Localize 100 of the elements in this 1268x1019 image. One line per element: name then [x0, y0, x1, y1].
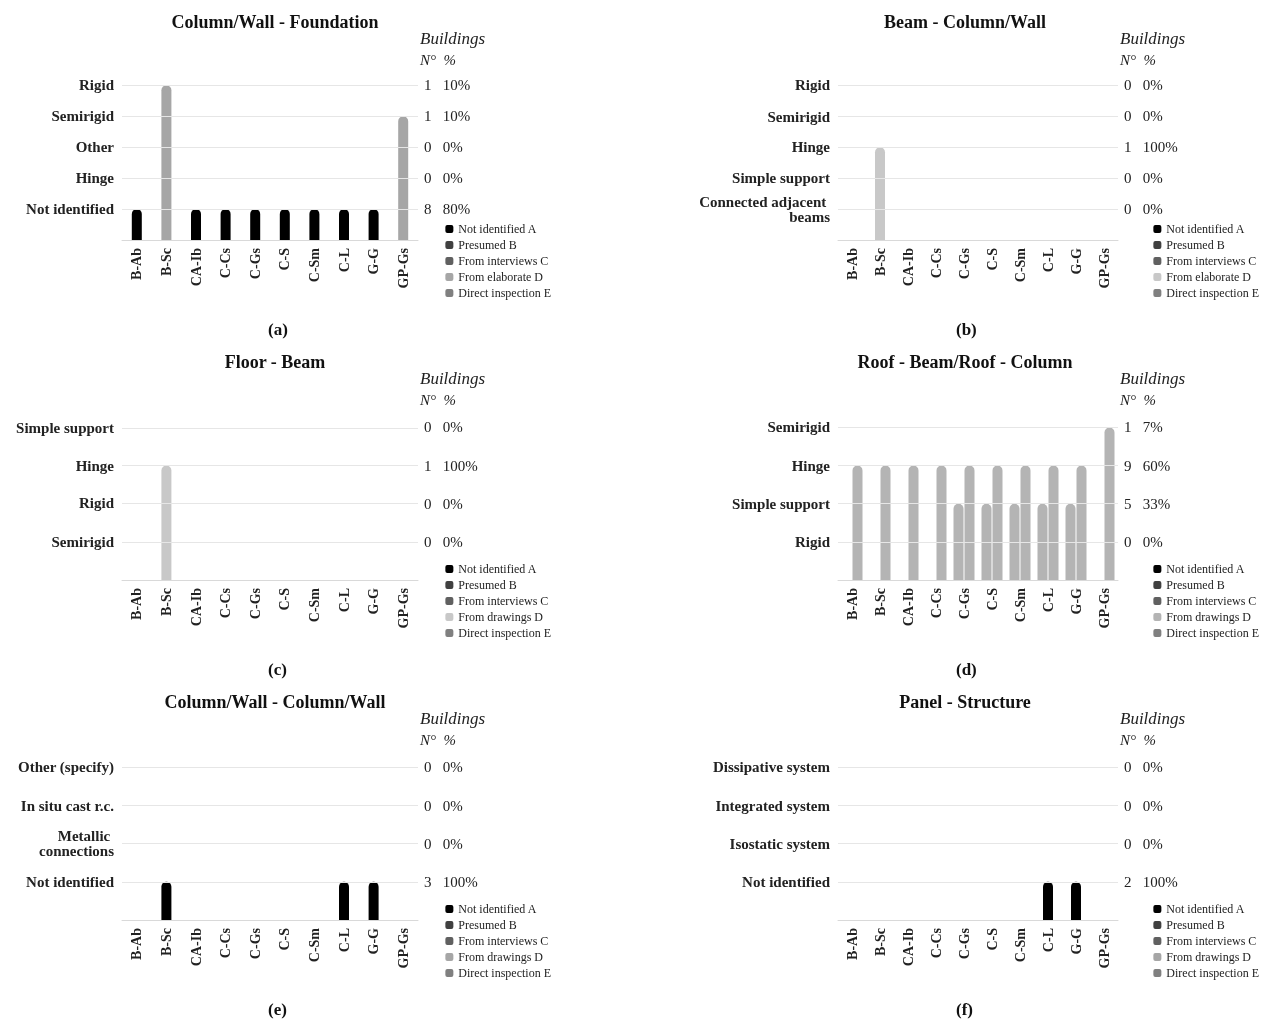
legend-label: From interviews C [1166, 594, 1257, 608]
x-tick-label: B-Ab [844, 927, 860, 960]
x-tick-label: GP-Gs [395, 247, 411, 289]
ref-line-label: Semirigid [767, 419, 831, 436]
ref-line-label: Rigid [78, 77, 115, 94]
legend-label: Not identified A [1166, 902, 1245, 916]
x-tick-label: CA-Ib [900, 587, 916, 627]
ref-line-label: Rigid [78, 495, 115, 512]
legend-label: Not identified A [458, 562, 537, 576]
text: 0 0% [1124, 533, 1163, 550]
text: 8 80% [424, 201, 471, 218]
x-tick-label: C-L [1040, 248, 1056, 273]
text: 0 0% [424, 533, 463, 550]
text: (e) [268, 1000, 287, 1019]
x-tick-label: C-Sm [1012, 247, 1028, 283]
x-tick-label: B-Ab [129, 587, 145, 620]
x-tick-label: CA-Ib [188, 927, 204, 967]
legend-label: Direct inspection E [458, 966, 551, 980]
text: 1 100% [424, 457, 478, 474]
legend-label: Direct inspection E [1166, 626, 1259, 640]
x-tick-label: CA-Ib [188, 587, 204, 627]
x-tick-label: C-L [1040, 928, 1056, 953]
text: 0 0% [424, 759, 463, 776]
legend-label: Presumed B [1166, 918, 1225, 932]
x-tick-label: GP-Gs [395, 587, 411, 629]
ref-line-label: Rigid [794, 76, 831, 93]
chart-title: Column/Wall - Foundation [171, 12, 379, 32]
x-tick-label: C-Cs [928, 587, 944, 619]
x-tick-label: CA-Ib [188, 247, 204, 287]
text: 0 0% [424, 419, 463, 436]
x-tick-label: C-S [984, 247, 1000, 271]
x-tick-label: G-G [1068, 247, 1084, 275]
x-tick-label: B-Sc [158, 588, 174, 616]
x-tick-label: GP-Gs [1096, 247, 1112, 289]
ref-line-label: Semirigid [767, 108, 831, 125]
x-tick-label: B-Sc [872, 928, 888, 956]
text: 0 0% [1124, 797, 1163, 814]
text: 0 0% [1124, 201, 1163, 218]
text: 0 0% [1124, 835, 1163, 852]
text: N° % [419, 51, 456, 68]
x-tick-label: C-S [277, 587, 293, 611]
x-tick-label: C-Gs [247, 927, 263, 960]
x-tick-label: GP-Gs [395, 927, 411, 969]
x-tick-label: C-Gs [247, 247, 263, 280]
text: (c) [268, 660, 287, 679]
text: Buildings [1120, 29, 1186, 48]
text: 9 60% [1124, 457, 1171, 474]
ref-line-label: Hinge [75, 457, 115, 474]
x-tick-label: G-G [366, 927, 382, 955]
legend-label: From drawings D [1166, 610, 1252, 624]
text: 1 10% [424, 108, 471, 125]
x-tick-label: B-Sc [158, 248, 174, 276]
x-tick-label: B-Sc [872, 588, 888, 616]
x-tick-label: C-Gs [247, 587, 263, 620]
text: 0 0% [424, 139, 463, 156]
chart-title: Column/Wall - Column/Wall [164, 692, 386, 712]
x-tick-label: C-Cs [928, 927, 944, 959]
legend-label: Direct inspection E [458, 626, 551, 640]
x-tick-label: B-Ab [129, 927, 145, 960]
x-tick-label: C-S [984, 927, 1000, 951]
x-tick-label: C-Cs [218, 247, 234, 279]
ref-line-label: Metallic connections [39, 828, 115, 860]
legend-label: Not identified A [458, 222, 537, 236]
legend-label: From drawings D [1166, 950, 1252, 964]
legend-label: Not identified A [458, 902, 537, 916]
text: Buildings [1120, 369, 1186, 388]
x-tick-label: C-Cs [928, 247, 944, 279]
ref-line-label: Connected adjacent beams [699, 193, 831, 225]
legend-label: From elaborate D [458, 270, 544, 284]
ref-line-label: Isostatic system [729, 835, 831, 852]
ref-line-label: In situ cast r.c. [20, 797, 115, 814]
text: N° % [1119, 391, 1156, 408]
ref-line-label: Dissipative system [712, 759, 831, 776]
x-tick-label: C-S [984, 587, 1000, 611]
text: 0 0% [424, 797, 463, 814]
text: N° % [1119, 51, 1156, 68]
legend-label: From drawings D [458, 950, 544, 964]
x-tick-label: C-Gs [956, 587, 972, 620]
ref-line-label: Other (specify) [18, 759, 114, 777]
ref-line-label: Semirigid [51, 108, 115, 125]
ref-line-label: Other [75, 139, 115, 156]
x-tick-label: CA-Ib [900, 927, 916, 967]
x-tick-label: G-G [366, 247, 382, 275]
ref-line-label: Semirigid [51, 534, 115, 551]
text: (a) [268, 320, 288, 339]
x-tick-label: C-L [336, 588, 352, 613]
text: N° % [419, 391, 456, 408]
x-tick-label: B-Ab [129, 247, 145, 280]
x-tick-label: C-Cs [218, 587, 234, 619]
ref-line-label: Not identified [26, 201, 115, 218]
text: 5 33% [1124, 495, 1171, 512]
x-tick-label: C-Gs [956, 247, 972, 280]
text: Buildings [420, 29, 486, 48]
text: Buildings [420, 369, 486, 388]
ref-line-label: Not identified [742, 873, 831, 890]
legend-label: Direct inspection E [1166, 966, 1259, 980]
x-tick-label: C-Sm [1012, 587, 1028, 623]
text: 1 100% [1124, 139, 1178, 156]
legend-label: Direct inspection E [458, 286, 551, 300]
legend-label: Presumed B [458, 578, 517, 592]
